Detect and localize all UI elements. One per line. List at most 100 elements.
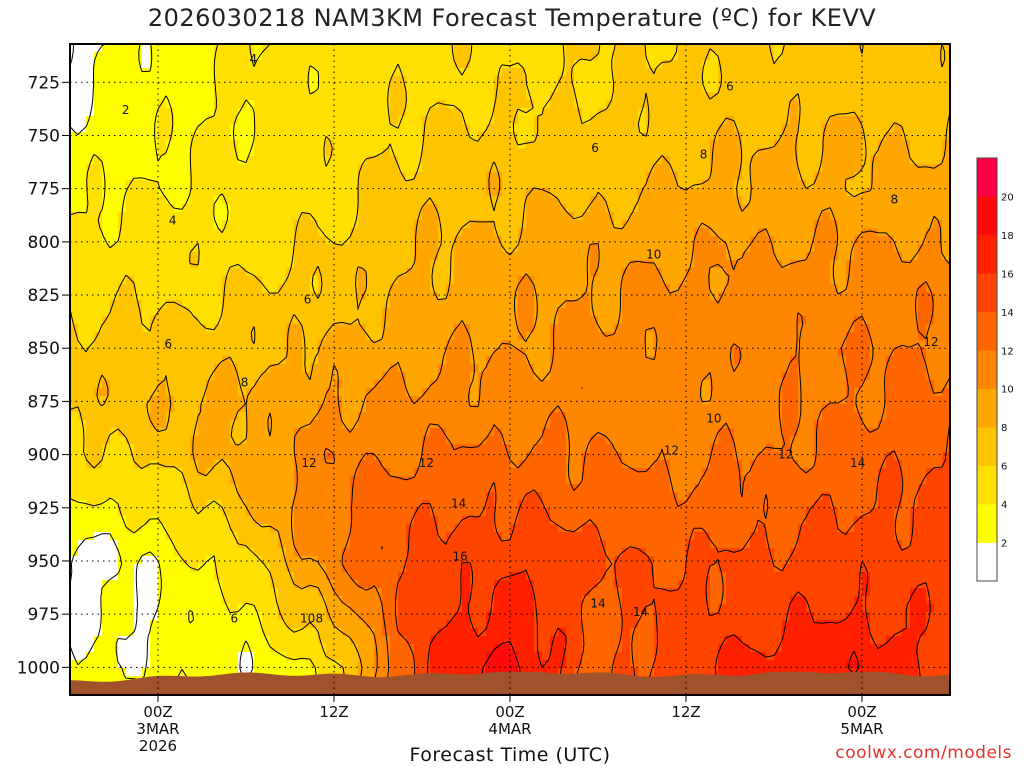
- temperature-cell: [726, 220, 735, 229]
- temperature-cell: [654, 244, 663, 253]
- temperature-cell: [670, 220, 679, 229]
- temperature-cell: [558, 164, 567, 173]
- temperature-cell: [262, 260, 271, 269]
- temperature-cell: [662, 252, 671, 261]
- temperature-cell: [638, 348, 647, 357]
- temperature-cell: [414, 340, 423, 349]
- temperature-cell: [582, 196, 591, 205]
- temperature-cell: [702, 172, 711, 181]
- temperature-cell: [910, 124, 919, 133]
- temperature-cell: [590, 396, 599, 405]
- temperature-cell: [886, 268, 895, 277]
- temperature-cell: [302, 140, 311, 149]
- temperature-cell: [558, 276, 567, 285]
- temperature-cell: [854, 84, 863, 93]
- temperature-cell: [670, 196, 679, 205]
- temperature-cell: [638, 92, 647, 101]
- temperature-cell: [934, 228, 943, 237]
- temperature-cell: [358, 372, 367, 381]
- temperature-cell: [534, 116, 543, 125]
- temperature-cell: [854, 100, 863, 109]
- temperature-cell: [670, 108, 679, 117]
- temperature-cell: [398, 276, 407, 285]
- temperature-cell: [926, 380, 935, 389]
- temperature-cell: [486, 156, 495, 165]
- temperature-cell: [622, 180, 631, 189]
- temperature-cell: [654, 164, 663, 173]
- temperature-cell: [334, 180, 343, 189]
- temperature-cell: [486, 52, 495, 61]
- temperature-cell: [734, 308, 743, 317]
- temperature-cell: [174, 180, 183, 189]
- temperature-cell: [638, 260, 647, 269]
- temperature-cell: [190, 396, 199, 405]
- temperature-cell: [214, 188, 223, 197]
- temperature-cell: [470, 220, 479, 229]
- temperature-cell: [406, 260, 415, 269]
- temperature-cell: [174, 340, 183, 349]
- temperature-cell: [230, 100, 239, 109]
- temperature-cell: [78, 172, 87, 181]
- temperature-cell: [326, 68, 335, 77]
- temperature-cell: [86, 300, 95, 309]
- temperature-cell: [126, 244, 135, 253]
- temperature-cell: [374, 300, 383, 309]
- temperature-cell: [502, 60, 511, 69]
- temperature-cell: [510, 84, 519, 93]
- temperature-cell: [822, 220, 831, 229]
- temperature-cell: [478, 52, 487, 61]
- temperature-cell: [198, 124, 207, 133]
- temperature-cell: [382, 324, 391, 333]
- temperature-cell: [638, 76, 647, 85]
- temperature-cell: [302, 228, 311, 237]
- temperature-cell: [398, 188, 407, 197]
- temperature-cell: [870, 196, 879, 205]
- temperature-cell: [798, 244, 807, 253]
- temperature-cell: [638, 244, 647, 253]
- temperature-cell: [270, 244, 279, 253]
- temperature-cell: [798, 332, 807, 341]
- temperature-cell: [846, 172, 855, 181]
- temperature-cell: [238, 180, 247, 189]
- temperature-cell: [662, 364, 671, 373]
- temperature-cell: [766, 340, 775, 349]
- temperature-cell: [454, 396, 463, 405]
- temperature-cell: [438, 92, 447, 101]
- temperature-cell: [206, 380, 215, 389]
- temperature-cell: [350, 308, 359, 317]
- temperature-cell: [846, 164, 855, 173]
- temperature-cell: [902, 204, 911, 213]
- temperature-cell: [342, 380, 351, 389]
- temperature-cell: [390, 124, 399, 133]
- temperature-cell: [766, 228, 775, 237]
- temperature-cell: [718, 116, 727, 125]
- temperature-cell: [230, 204, 239, 213]
- temperature-cell: [246, 244, 255, 253]
- temperature-cell: [710, 172, 719, 181]
- temperature-cell: [294, 252, 303, 261]
- temperature-cell: [518, 212, 527, 221]
- temperature-cell: [806, 364, 815, 373]
- temperature-cell: [270, 396, 279, 405]
- temperature-cell: [150, 204, 159, 213]
- temperature-cell: [718, 364, 727, 373]
- temperature-cell: [350, 364, 359, 373]
- temperature-cell: [342, 364, 351, 373]
- temperature-cell: [358, 140, 367, 149]
- temperature-cell: [126, 60, 135, 69]
- temperature-cell: [934, 244, 943, 253]
- temperature-cell: [574, 252, 583, 261]
- temperature-cell: [702, 180, 711, 189]
- temperature-cell: [926, 52, 935, 61]
- temperature-cell: [238, 76, 247, 85]
- temperature-cell: [750, 188, 759, 197]
- temperature-cell: [814, 212, 823, 221]
- temperature-cell: [734, 92, 743, 101]
- temperature-cell: [238, 44, 247, 53]
- temperature-cell: [846, 68, 855, 77]
- temperature-cell: [342, 68, 351, 77]
- temperature-cell: [886, 300, 895, 309]
- temperature-cell: [142, 124, 151, 133]
- temperature-cell: [214, 92, 223, 101]
- temperature-cell: [718, 228, 727, 237]
